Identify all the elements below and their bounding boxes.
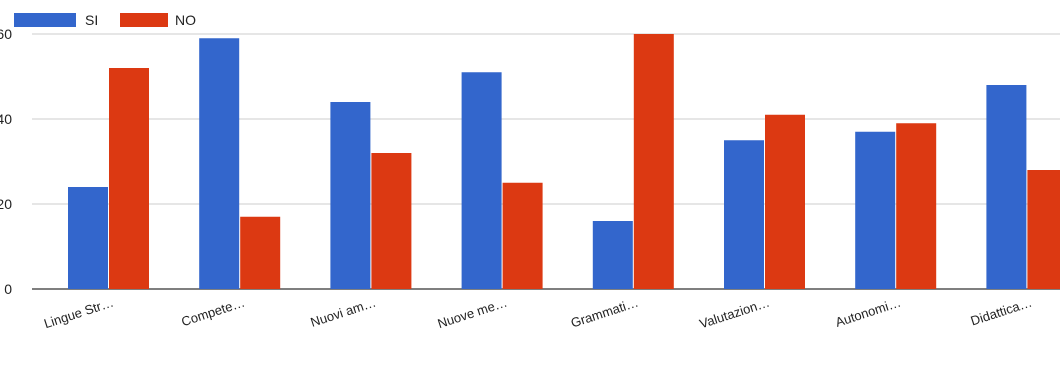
bar-si <box>986 85 1027 289</box>
bar-si <box>592 221 633 289</box>
bar-si <box>724 140 764 289</box>
y-axis-ticks: 0 20 40 60 <box>0 26 12 297</box>
y-tick-label: 40 <box>0 111 12 127</box>
x-axis-ticks: Lingue Str… Compete… Nuovi am… Nuove me… Gra… <box>42 295 1034 332</box>
bar-no <box>1027 170 1060 289</box>
bar-no <box>240 216 281 289</box>
y-tick-label: 20 <box>0 196 12 212</box>
x-tick-label: Nuove me… <box>436 295 509 332</box>
y-tick-label: 60 <box>0 26 12 42</box>
bar-no <box>896 123 937 289</box>
x-tick-label: Valutazion… <box>698 295 772 332</box>
bar-no <box>765 114 805 289</box>
bars <box>68 34 1060 289</box>
bar-si <box>855 131 896 289</box>
bar-no <box>109 68 149 289</box>
bar-si <box>461 72 502 289</box>
bar-si <box>199 38 240 289</box>
bar-si <box>330 102 371 289</box>
legend: SI NO <box>14 12 196 28</box>
x-tick-label: Lingue Str… <box>42 295 115 332</box>
legend-swatch-si <box>14 13 76 27</box>
y-tick-label: 0 <box>4 281 12 297</box>
x-tick-label: Autonomi… <box>833 295 902 330</box>
x-tick-label: Compete… <box>179 295 246 330</box>
x-tick-label: Grammati… <box>569 295 640 331</box>
bar-no <box>633 34 674 289</box>
legend-label-si: SI <box>85 12 98 28</box>
bar-no <box>502 182 543 289</box>
x-tick-label: Didattica… <box>969 295 1034 329</box>
legend-swatch-no <box>120 13 168 27</box>
bar-si <box>68 187 108 289</box>
bar-no <box>371 153 412 289</box>
legend-label-no: NO <box>175 12 196 28</box>
x-tick-label: Nuovi am… <box>309 295 378 330</box>
